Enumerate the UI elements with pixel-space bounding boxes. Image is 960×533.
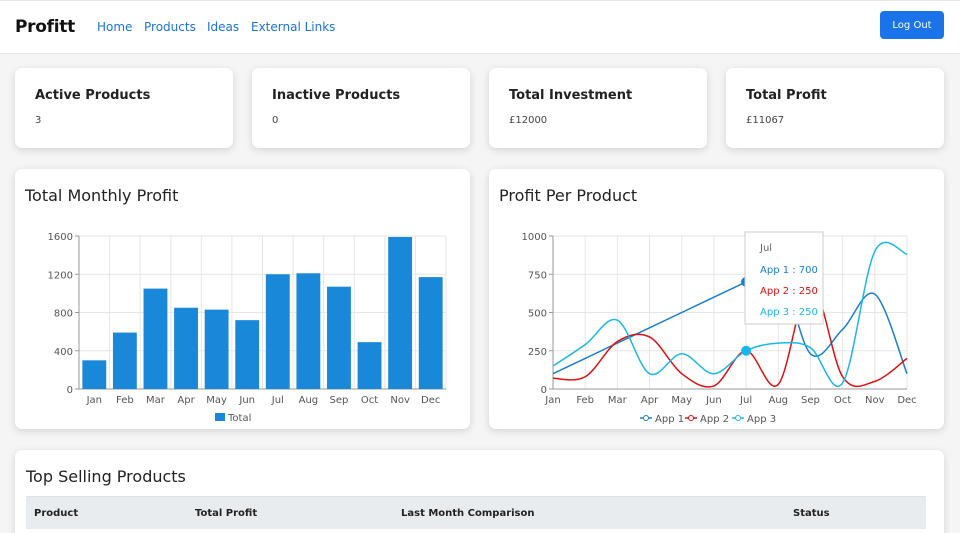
- bar-apr: [174, 307, 198, 389]
- series-line-app-3: [552, 241, 908, 387]
- x-tick-label: May: [206, 395, 227, 406]
- tooltip-line-app-3: App 3 : 250: [760, 307, 818, 318]
- column-header-total-profit[interactable]: Total Profit: [195, 508, 258, 519]
- table-header: Product Total Profit Last Month Comparis…: [26, 496, 926, 529]
- stat-card-total-investment: Total Investment £12000: [489, 68, 707, 148]
- x-tick-label: Nov: [390, 395, 410, 406]
- brand-logo[interactable]: Profitt: [15, 17, 75, 37]
- profit-per-product-panel: Profit Per Product 0 250 500 750 1000 Jan Feb M…: [489, 169, 944, 429]
- y-tick-label: 0: [541, 385, 547, 396]
- legend-marker-app-3: [735, 415, 741, 421]
- bar-may: [204, 309, 229, 389]
- bar-jul: [265, 274, 290, 389]
- bar-feb: [112, 332, 137, 389]
- bar-aug: [296, 273, 321, 389]
- nav-link-ideas[interactable]: Ideas: [207, 20, 240, 34]
- legend-label-app-2: App 2: [700, 414, 729, 425]
- y-tick-label: 500: [528, 309, 547, 320]
- top-selling-panel: Top Selling Products Product Total Profi…: [15, 450, 944, 533]
- tooltip-box: [744, 231, 824, 325]
- y-tick-label: 1600: [48, 232, 73, 243]
- monthly-profit-chart: 0 400 800 1200 1600 Jan Feb Mar Apr May Jun Jul Aug S…: [48, 232, 447, 424]
- panel-title: Total Monthly Profit: [25, 186, 179, 205]
- column-header-product[interactable]: Product: [34, 508, 79, 519]
- legend-label-app-3: App 3: [747, 414, 776, 425]
- y-tick-label: 750: [528, 270, 547, 281]
- nav-link-products[interactable]: Products: [144, 20, 196, 34]
- legend-marker-app-1: [643, 415, 649, 421]
- stat-value: £11067: [746, 115, 785, 126]
- y-tick-label: 1000: [522, 232, 547, 243]
- stat-title: Total Profit: [746, 88, 827, 103]
- series-line-app-2: [552, 282, 908, 388]
- legend-label-app-1: App 1: [655, 414, 684, 425]
- x-tick-label: Feb: [116, 395, 134, 406]
- stat-card-total-profit: Total Profit £11067: [726, 68, 944, 148]
- panel-title: Top Selling Products: [26, 467, 186, 486]
- nav-link-external-links[interactable]: External Links: [251, 20, 336, 34]
- x-tick-label: Jul: [271, 395, 284, 406]
- stat-title: Active Products: [35, 88, 151, 103]
- x-tick-label: Mar: [146, 395, 166, 406]
- legend-label-total: Total: [227, 413, 251, 424]
- x-tick-label: Nov: [865, 395, 885, 406]
- y-tick-label: 400: [54, 347, 73, 358]
- y-tick-label: 250: [528, 347, 547, 358]
- tooltip-line-app-1: App 1 : 700: [760, 265, 818, 276]
- x-tick-label: Oct: [361, 395, 378, 406]
- tooltip-line-app-2: App 2 : 250: [760, 286, 818, 297]
- bar-nov: [388, 236, 413, 389]
- legend-marker-app-2: [688, 415, 694, 421]
- logout-button[interactable]: Log Out: [880, 11, 944, 39]
- x-tick-label: May: [671, 395, 692, 406]
- bar-oct: [357, 342, 382, 389]
- x-tick-label: Feb: [576, 395, 594, 406]
- column-header-status[interactable]: Status: [793, 508, 830, 519]
- bar-jan: [82, 360, 107, 389]
- x-tick-label: Sep: [330, 395, 349, 406]
- x-tick-label: Apr: [177, 395, 195, 406]
- y-tick-label: 0: [67, 385, 73, 396]
- column-header-last-month-comparison[interactable]: Last Month Comparison: [401, 508, 535, 519]
- legend-swatch-total: [215, 413, 225, 421]
- bar-jun: [235, 320, 260, 389]
- x-tick-label: Aug: [769, 395, 789, 406]
- x-tick-label: Apr: [641, 395, 659, 406]
- x-tick-label: Aug: [299, 395, 319, 406]
- x-tick-label: Jan: [86, 395, 102, 406]
- stat-card-inactive-products: Inactive Products 0: [252, 68, 470, 148]
- x-tick-label: Jan: [544, 395, 560, 406]
- stat-value: 0: [272, 115, 279, 126]
- bar-mar: [143, 288, 168, 389]
- stat-title: Inactive Products: [272, 88, 401, 103]
- x-tick-label: Jul: [739, 395, 752, 406]
- bar-sep: [327, 286, 351, 389]
- y-tick-label: 1200: [48, 270, 73, 281]
- x-tick-label: Jun: [238, 395, 255, 406]
- profit-per-product-chart: 0 250 500 750 1000 Jan Feb Mar Apr May Jun Jul Aug Se…: [522, 231, 917, 425]
- x-tick-label: Oct: [834, 395, 851, 406]
- stat-value: 3: [35, 115, 42, 126]
- monthly-profit-panel: Total Monthly Profit 0 400 800 1200 1600 Jan F…: [15, 169, 470, 429]
- stat-title: Total Investment: [509, 88, 633, 103]
- x-tick-label: Dec: [897, 395, 916, 406]
- x-tick-label: Dec: [421, 395, 440, 406]
- x-tick-label: Jun: [705, 395, 722, 406]
- x-tick-label: Mar: [608, 395, 628, 406]
- bar-dec: [418, 277, 443, 389]
- y-tick-label: 800: [54, 309, 73, 320]
- series-line-app-1: [552, 262, 908, 375]
- navbar: Profitt Home Products Ideas External Lin…: [0, 0, 960, 54]
- stat-value: £12000: [509, 115, 548, 126]
- panel-title: Profit Per Product: [499, 186, 638, 205]
- x-tick-label: Sep: [801, 395, 820, 406]
- stat-card-active-products: Active Products 3: [15, 68, 233, 148]
- nav-link-home[interactable]: Home: [97, 20, 133, 34]
- hover-point-app-3: [741, 345, 752, 356]
- tooltip-title: Jul: [759, 243, 772, 254]
